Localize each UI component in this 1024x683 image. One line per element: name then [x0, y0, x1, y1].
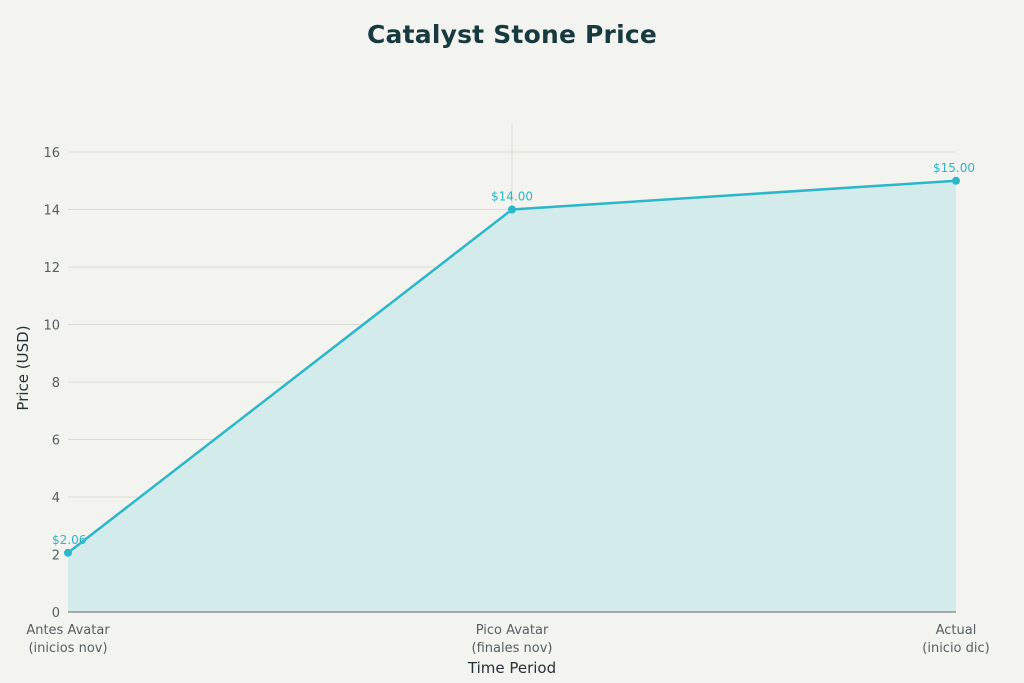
y-tick-label: 10 [43, 319, 60, 334]
x-tick-label: Actual [936, 623, 977, 638]
data-label: $2.06 [52, 533, 86, 547]
y-tick-label: 16 [43, 146, 60, 161]
data-point [64, 548, 72, 557]
y-tick-label: 6 [52, 434, 60, 449]
y-tick-label: 2 [52, 549, 60, 564]
x-tick-label: (finales nov) [472, 641, 553, 656]
data-point [508, 205, 516, 214]
x-tick-label: (inicio dic) [922, 641, 989, 656]
y-tick-label: 4 [52, 491, 60, 506]
y-tick-label: 8 [52, 376, 60, 391]
x-axis-title: Time Period [467, 659, 556, 677]
data-label: $14.00 [491, 190, 533, 204]
y-tick-label: 14 [43, 204, 60, 219]
data-point [952, 176, 960, 185]
x-axis-ticks: Antes Avatar (inicios nov) Pico Avatar (fin… [26, 623, 989, 656]
points-layer: $2.06 $14.00 $15.00 [52, 161, 975, 557]
chart-title: Catalyst Stone Price [366, 20, 658, 49]
data-label: $15.00 [933, 161, 975, 175]
x-tick-label: Antes Avatar [26, 623, 110, 638]
y-tick-label: 0 [52, 606, 60, 621]
y-tick-label: 12 [43, 261, 60, 276]
area-fill [68, 180, 956, 612]
y-axis-ticks: 0 2 4 6 8 10 12 14 16 [43, 146, 60, 621]
x-tick-label: Pico Avatar [476, 623, 549, 638]
x-tick-label: (inicios nov) [28, 641, 107, 656]
y-axis-title: Price (USD) [14, 325, 32, 410]
